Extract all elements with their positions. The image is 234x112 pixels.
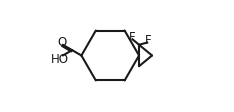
Text: HO: HO bbox=[51, 53, 69, 66]
Text: F: F bbox=[144, 34, 151, 47]
Text: F: F bbox=[129, 31, 135, 44]
Text: O: O bbox=[58, 35, 67, 48]
